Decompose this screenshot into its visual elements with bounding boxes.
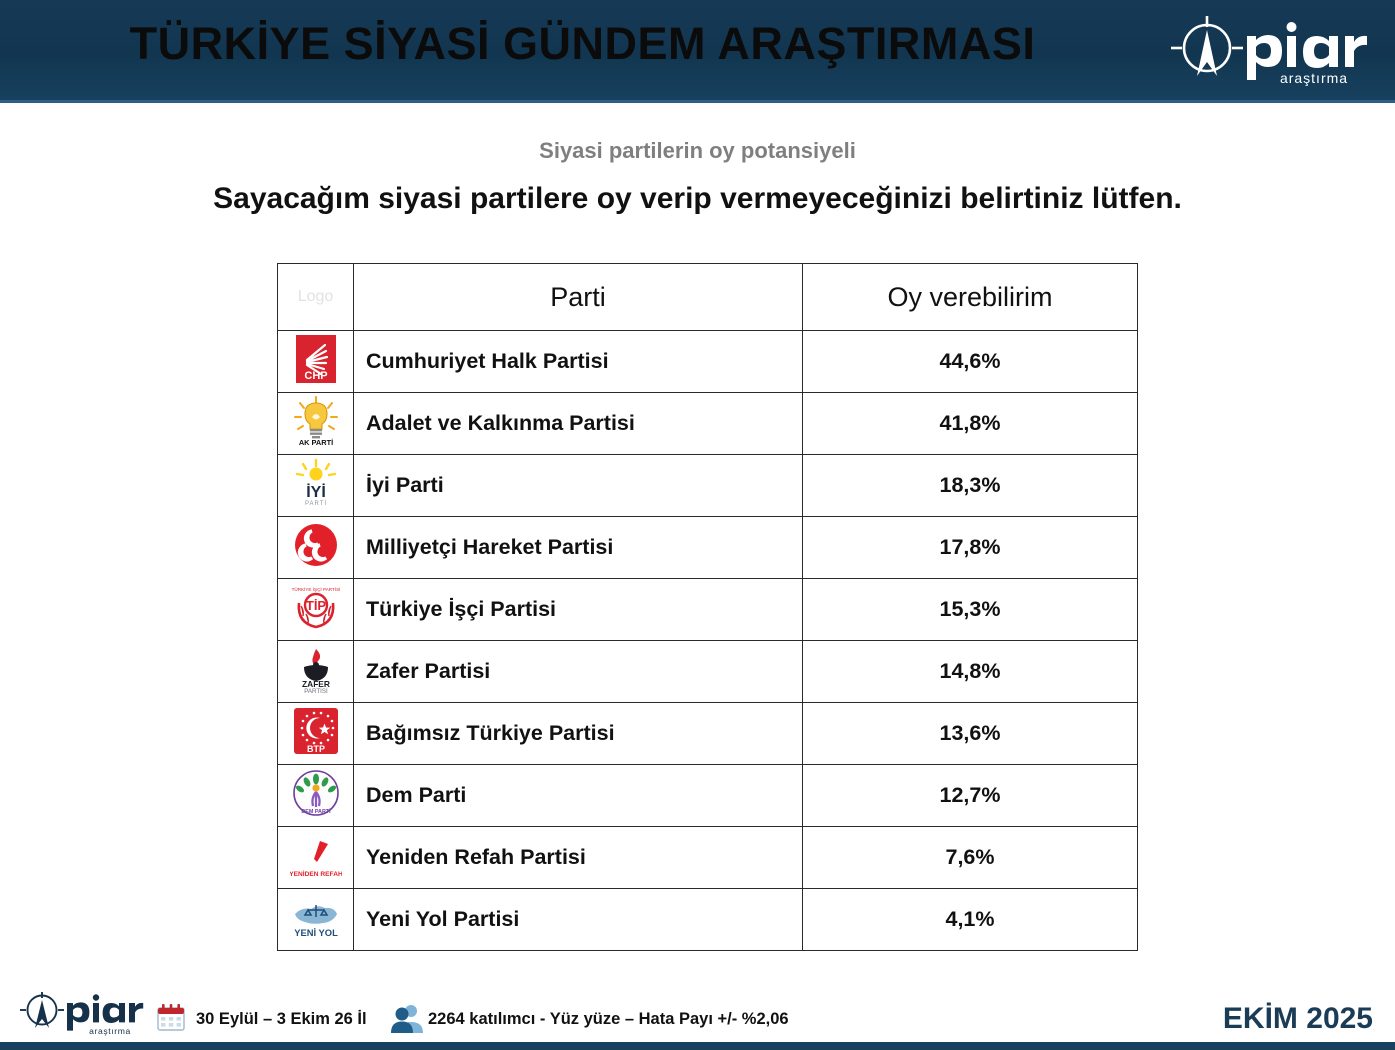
table-row: CHP Cumhuriyet Halk Partisi 44,6% [277, 330, 1138, 393]
svg-text:araştırma: araştırma [89, 1026, 131, 1036]
table-row: BTP Bağımsız Türkiye Partisi 13,6% [277, 702, 1138, 765]
akparti-logo-icon: AK PARTİ [289, 395, 342, 447]
svg-text:AK PARTİ: AK PARTİ [298, 438, 332, 447]
party-logo-cell: YENİ YOL [277, 888, 354, 951]
party-logo-cell [277, 516, 354, 579]
table-row: YENİ YOL Yeni Yol Partisi 4,1% [277, 888, 1138, 951]
svg-text:CHP: CHP [304, 370, 327, 382]
yeniden-refah-logo-icon: YENİDEN REFAH [289, 829, 342, 881]
party-name: İyi Parti [353, 454, 803, 517]
piar-target-logo-icon: araştırma [1169, 14, 1373, 88]
svg-text:araştırma: araştırma [1280, 70, 1348, 86]
party-vote-value: 18,3% [802, 454, 1138, 517]
party-vote-value: 17,8% [802, 516, 1138, 579]
party-vote-value: 15,3% [802, 578, 1138, 641]
table-row: TİP TÜRKİYE İŞÇİ PARTİSİ Türkiye İşçi Par… [277, 578, 1138, 641]
party-logo-cell: YENİDEN REFAH [277, 826, 354, 889]
poll-table: Logo Parti Oy verebilirim CHP Cumhuriyet … [277, 263, 1138, 951]
question-text: Sayacağım siyasi partilere oy verip verm… [213, 182, 1182, 215]
svg-text:TİP: TİP [305, 598, 326, 613]
header-bar: TÜRKİYE SİYASİ GÜNDEM ARAŞTIRMASI [0, 0, 1395, 103]
table-row: DEM PARTİ Dem Parti 12,7% [277, 764, 1138, 827]
survey-date: 30 Eylül – 3 Ekim 26 İl [196, 1010, 367, 1028]
party-logo-cell: BTP [277, 702, 354, 765]
party-name: Türkiye İşçi Partisi [353, 578, 803, 641]
footer-accent-bar [0, 1042, 1395, 1050]
table-row: YENİDEN REFAH Yeniden Refah Partisi 7,6% [277, 826, 1138, 889]
party-logo-cell: AK PARTİ [277, 392, 354, 455]
party-name: Yeni Yol Partisi [353, 888, 803, 951]
party-vote-value: 12,7% [802, 764, 1138, 827]
table-header-row: Logo Parti Oy verebilirim [277, 263, 1138, 331]
svg-text:ZAFER: ZAFER [302, 679, 330, 689]
party-vote-value: 7,6% [802, 826, 1138, 889]
piar-target-logo-icon: araştırma [18, 990, 148, 1036]
chp-logo-icon: CHP [290, 333, 342, 385]
svg-text:TÜRKİYE İŞÇİ PARTİSİ: TÜRKİYE İŞÇİ PARTİSİ [291, 586, 340, 592]
zafer-partisi-logo-icon: ZAFER PARTİSİ [289, 643, 342, 695]
party-vote-value: 13,6% [802, 702, 1138, 765]
iyiparti-logo-icon: İYİ PARTİ [289, 457, 342, 509]
svg-text:PARTİ: PARTİ [304, 500, 326, 507]
party-name: Zafer Partisi [353, 640, 803, 703]
party-logo-cell: CHP [277, 330, 354, 393]
tip-logo-icon: TİP TÜRKİYE İŞÇİ PARTİSİ [289, 581, 342, 633]
party-name: Dem Parti [353, 764, 803, 827]
section-subtitle: Siyasi partilerin oy potansiyeli [539, 138, 856, 163]
btp-logo-icon: BTP [290, 705, 342, 757]
svg-text:DEM PARTİ: DEM PARTİ [301, 808, 331, 815]
svg-text:YENİ YOL: YENİ YOL [294, 927, 338, 938]
party-logo-cell: ZAFER PARTİSİ [277, 640, 354, 703]
party-logo-cell: DEM PARTİ [277, 764, 354, 827]
party-name: Cumhuriyet Halk Partisi [353, 330, 803, 393]
survey-month-label: EKİM 2025 [1222, 1002, 1373, 1035]
yeni-yol-logo-icon: YENİ YOL [289, 891, 342, 943]
party-vote-value: 41,8% [802, 392, 1138, 455]
party-name: Milliyetçi Hareket Partisi [353, 516, 803, 579]
party-vote-value: 4,1% [802, 888, 1138, 951]
survey-sample-info: 2264 katılımcı - Yüz yüze – Hata Payı +/… [428, 1010, 789, 1028]
column-header-party: Parti [353, 263, 803, 331]
table-row: AK PARTİ Adalet ve Kalkınma Partisi 41,8% [277, 392, 1138, 455]
party-name: Bağımsız Türkiye Partisi [353, 702, 803, 765]
svg-text:İYİ: İYİ [306, 483, 326, 501]
svg-text:BTP: BTP [307, 744, 325, 754]
svg-text:YENİDEN REFAH: YENİDEN REFAH [290, 870, 342, 878]
party-name: Adalet ve Kalkınma Partisi [353, 392, 803, 455]
people-icon [390, 1002, 424, 1034]
party-vote-value: 14,8% [802, 640, 1138, 703]
party-logo-cell: TİP TÜRKİYE İŞÇİ PARTİSİ [277, 578, 354, 641]
party-logo-cell: İYİ PARTİ [277, 454, 354, 517]
table-row: Milliyetçi Hareket Partisi 17,8% [277, 516, 1138, 579]
dem-parti-logo-icon: DEM PARTİ [290, 767, 342, 819]
column-header-value: Oy verebilirim [802, 263, 1138, 331]
party-vote-value: 44,6% [802, 330, 1138, 393]
footer: araştırma 30 Eylül – 3 Ekim 26 İl 2264 k… [0, 982, 1395, 1050]
party-name: Yeniden Refah Partisi [353, 826, 803, 889]
mhp-logo-icon [290, 519, 342, 571]
table-row: ZAFER PARTİSİ Zafer Partisi 14,8% [277, 640, 1138, 703]
svg-text:PARTİSİ: PARTİSİ [304, 688, 328, 695]
column-header-logo: Logo [277, 263, 354, 331]
calendar-icon [156, 1002, 186, 1032]
poll-table-wrapper: Logo Parti Oy verebilirim CHP Cumhuriyet … [277, 263, 1138, 951]
table-row: İYİ PARTİ İyi Parti 18,3% [277, 454, 1138, 517]
page-title: TÜRKİYE SİYASİ GÜNDEM ARAŞTIRMASI [129, 18, 1036, 69]
